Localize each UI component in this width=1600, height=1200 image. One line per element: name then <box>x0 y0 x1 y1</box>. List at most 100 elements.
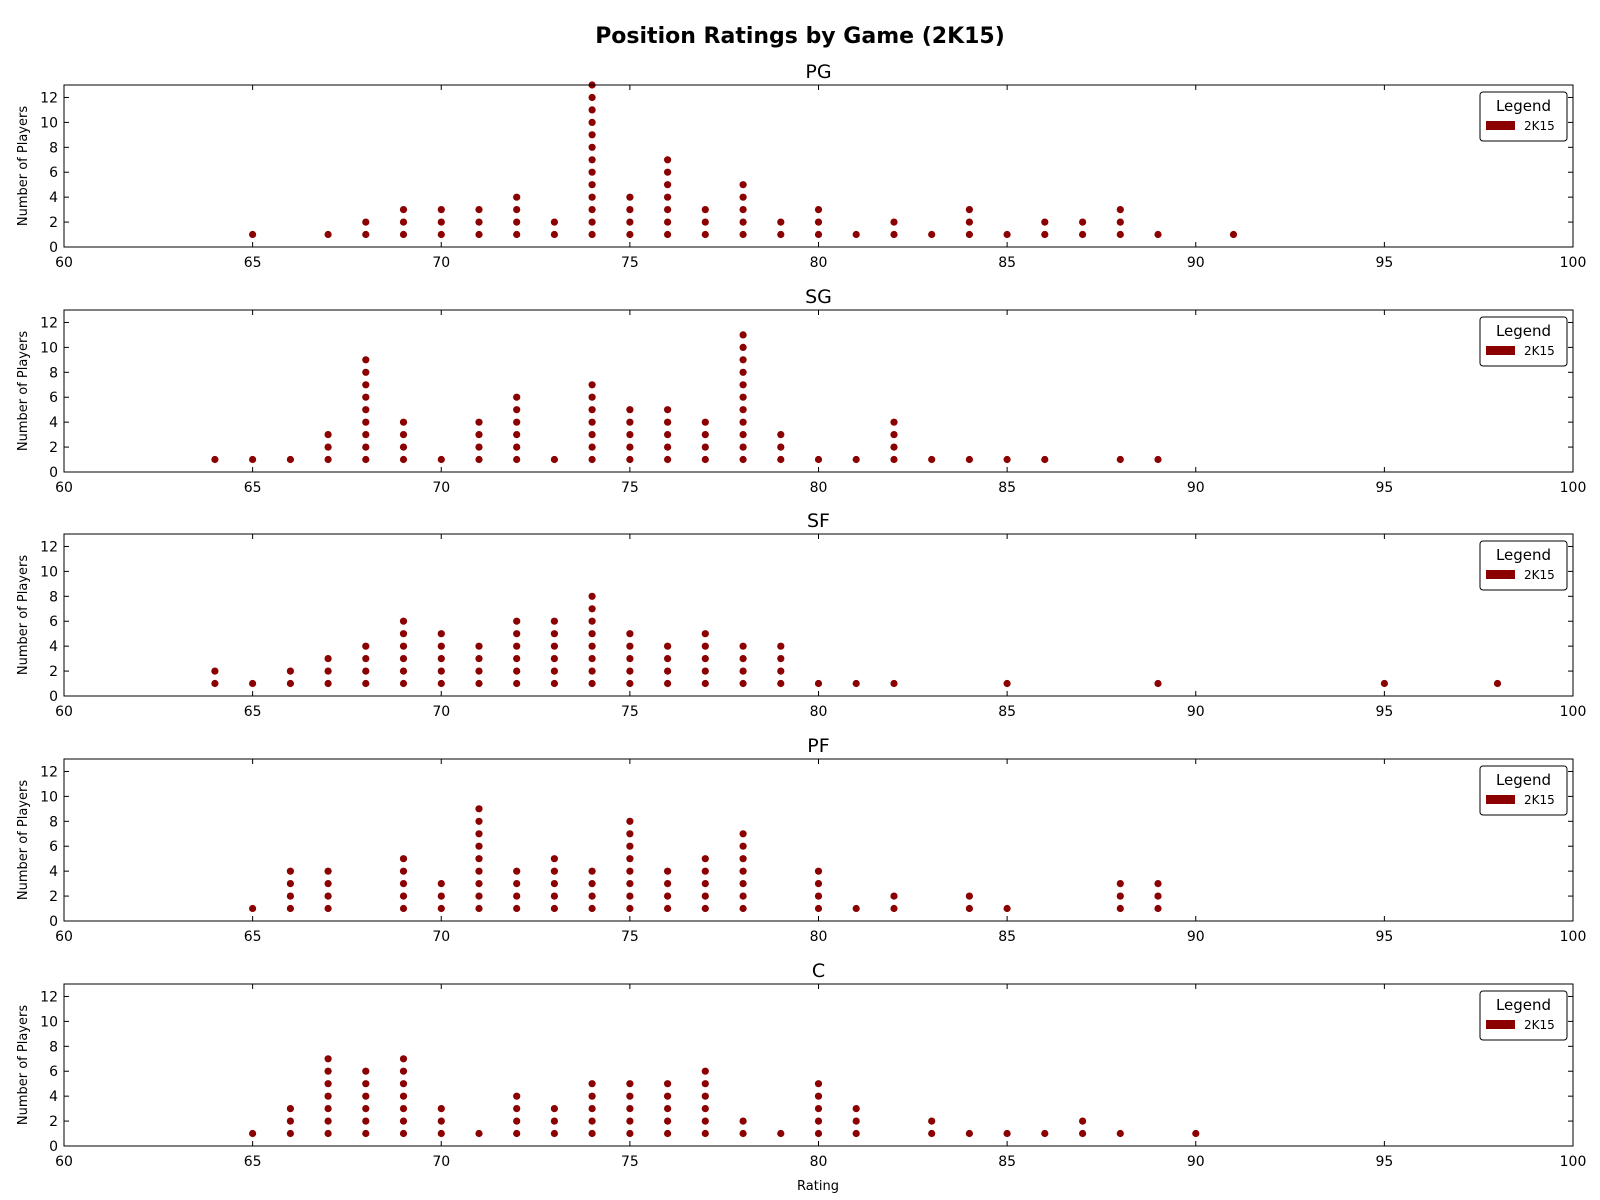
data-point <box>588 867 596 875</box>
data-point <box>626 855 634 863</box>
data-point <box>1154 892 1162 900</box>
data-point <box>814 892 823 900</box>
data-point <box>588 168 596 176</box>
x-tick-label: 75 <box>621 704 639 720</box>
data-point <box>1380 679 1388 688</box>
data-point <box>664 880 672 888</box>
data-point <box>399 1067 408 1075</box>
data-point <box>739 1117 747 1125</box>
panel-c: C 60 65 70 75 80 85 90 95 100 0 2 4 6 8 10 12 Number of P… <box>16 960 1586 1170</box>
data-point <box>588 106 596 114</box>
data-point <box>965 218 974 226</box>
data-point <box>814 1105 823 1113</box>
data-point <box>777 218 785 226</box>
data-point <box>399 1129 408 1138</box>
legend-title: Legend <box>1496 97 1551 115</box>
data-point <box>1079 1129 1087 1138</box>
x-tick-label: 70 <box>432 929 450 945</box>
data-point <box>588 431 596 439</box>
data-point <box>324 455 332 464</box>
y-tick-label: 6 <box>49 839 58 855</box>
y-tick-label: 10 <box>40 340 58 356</box>
data-point <box>739 1129 747 1138</box>
y-tick-label: 6 <box>49 165 58 181</box>
x-tick-label: 90 <box>1187 255 1205 271</box>
data-point <box>249 904 257 913</box>
y-tick-label: 8 <box>49 140 58 156</box>
data-point <box>588 1117 596 1125</box>
data-point <box>513 455 521 464</box>
data-point <box>588 93 596 102</box>
x-tick-label: 80 <box>810 704 828 720</box>
data-point <box>399 892 408 900</box>
data-point <box>475 830 483 838</box>
data-point <box>437 679 445 688</box>
data-point <box>928 230 936 239</box>
y-tick-label: 8 <box>49 814 58 830</box>
data-point <box>513 679 521 688</box>
data-point <box>249 679 257 688</box>
data-point <box>513 193 521 201</box>
data-point <box>626 1105 634 1113</box>
data-point <box>550 230 559 239</box>
data-point <box>701 206 709 214</box>
x-tick-label: 75 <box>621 929 639 945</box>
data-point <box>475 679 483 688</box>
y-axis-label: Number of Players <box>16 331 31 451</box>
data-point <box>1041 1129 1049 1138</box>
data-point <box>362 218 370 226</box>
x-tick-label: 85 <box>998 480 1016 496</box>
data-point <box>701 1080 709 1088</box>
data-point <box>588 455 596 464</box>
data-point <box>588 1080 596 1088</box>
legend-swatch <box>1486 346 1515 355</box>
data-point <box>399 230 408 239</box>
data-point <box>324 1067 332 1075</box>
data-point <box>399 218 408 226</box>
data-point <box>437 230 445 239</box>
data-point <box>701 855 709 863</box>
data-point <box>437 655 445 663</box>
data-point <box>324 880 332 888</box>
y-tick-label: 0 <box>49 914 58 930</box>
y-tick-label: 6 <box>49 614 58 630</box>
data-point <box>890 443 898 451</box>
data-point <box>550 455 559 464</box>
data-point <box>437 892 445 900</box>
x-tick-label: 100 <box>1560 480 1587 496</box>
data-point <box>513 206 521 214</box>
data-point <box>1079 230 1087 239</box>
data-point <box>928 1117 936 1125</box>
data-point <box>399 1117 408 1125</box>
data-point <box>211 667 219 675</box>
data-point <box>475 455 483 464</box>
y-tick-label: 4 <box>49 864 58 880</box>
data-point <box>249 1129 257 1138</box>
data-point <box>475 206 483 214</box>
data-point <box>399 1080 408 1088</box>
data-point <box>324 1117 332 1125</box>
x-tick-label: 70 <box>432 480 450 496</box>
data-point <box>513 617 521 625</box>
data-point <box>588 118 596 126</box>
data-point <box>399 667 408 675</box>
data-point <box>664 181 672 189</box>
data-point <box>399 880 408 888</box>
data-point <box>626 1129 634 1138</box>
data-point <box>626 206 634 214</box>
data-point <box>475 218 483 226</box>
data-point <box>475 642 483 650</box>
data-point <box>701 679 709 688</box>
data-point <box>399 431 408 439</box>
data-point <box>739 418 747 426</box>
data-point <box>475 230 483 239</box>
y-tick-label: 12 <box>40 315 58 331</box>
data-point <box>588 1105 596 1113</box>
data-point <box>399 206 408 214</box>
data-point <box>286 1117 294 1125</box>
data-point <box>588 418 596 426</box>
data-point <box>739 892 747 900</box>
data-point <box>362 1080 370 1088</box>
